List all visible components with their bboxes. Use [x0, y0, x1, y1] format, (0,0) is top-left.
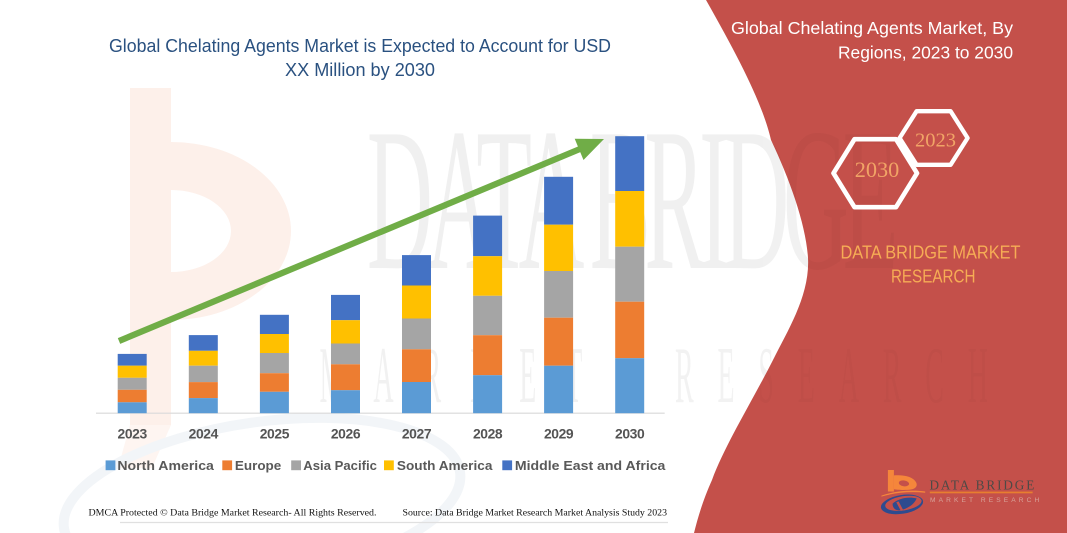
svg-text:2030: 2030 — [615, 425, 645, 441]
svg-text:2030: 2030 — [855, 157, 900, 182]
svg-text:Europe: Europe — [235, 458, 281, 473]
svg-text:DATA BRIDGE MARKET: DATA BRIDGE MARKET — [841, 242, 1021, 263]
svg-text:2027: 2027 — [402, 425, 432, 441]
svg-text:XX Million by 2030: XX Million by 2030 — [285, 59, 435, 80]
svg-text:RESEARCH: RESEARCH — [891, 266, 976, 287]
svg-text:Regions, 2023 to 2030: Regions, 2023 to 2030 — [838, 42, 1013, 62]
svg-text:2028: 2028 — [473, 425, 503, 441]
svg-text:Source: Data Bridge Market Res: Source: Data Bridge Market Research Mark… — [403, 509, 668, 519]
svg-text:Asia Pacific: Asia Pacific — [303, 458, 377, 473]
svg-text:DATA BRIDGE: DATA BRIDGE — [367, 87, 894, 313]
svg-text:2029: 2029 — [544, 425, 574, 441]
svg-text:MARKET RESEARCH: MARKET RESEARCH — [930, 497, 1042, 504]
svg-text:2023: 2023 — [118, 425, 148, 441]
svg-text:2024: 2024 — [189, 425, 219, 441]
svg-text:North America: North America — [117, 458, 214, 473]
svg-text:2026: 2026 — [331, 425, 361, 441]
svg-text:DATA BRIDGE: DATA BRIDGE — [930, 478, 1037, 493]
svg-text:Global Chelating Agents Market: Global Chelating Agents Market is Expect… — [109, 35, 611, 56]
svg-text:2023: 2023 — [915, 129, 956, 151]
svg-text:DMCA Protected © Data Bridge M: DMCA Protected © Data Bridge Market Rese… — [89, 508, 377, 519]
svg-text:South America: South America — [397, 458, 493, 473]
svg-text:Global Chelating Agents Market: Global Chelating Agents Market, By — [731, 18, 1013, 38]
svg-text:Middle East and Africa: Middle East and Africa — [515, 458, 666, 473]
svg-text:2025: 2025 — [260, 425, 290, 441]
